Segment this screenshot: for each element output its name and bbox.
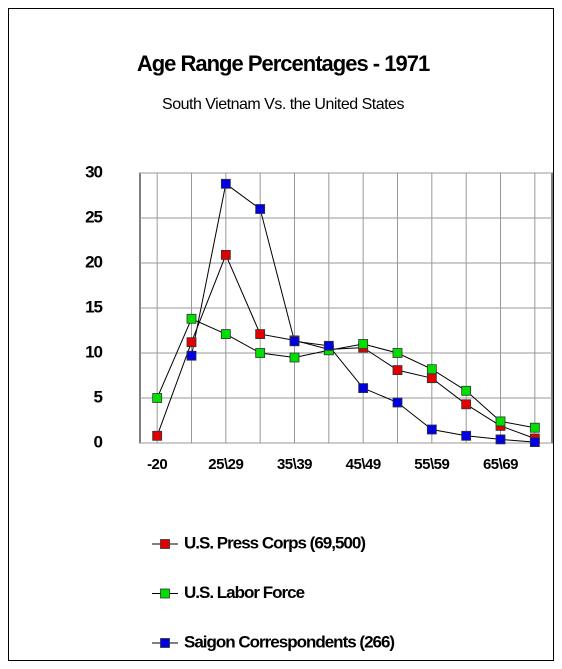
- data-point: [152, 393, 163, 403]
- data-point: [392, 365, 403, 376]
- y-tick-label: 15: [85, 297, 102, 316]
- data-point: [323, 340, 334, 351]
- data-point: [289, 336, 300, 347]
- data-point: [426, 424, 437, 435]
- y-tick-label: 0: [94, 432, 103, 451]
- y-tick-label: 25: [85, 207, 102, 226]
- data-point: [255, 204, 266, 214]
- chart-subtitle: South Vietnam Vs. the United States: [162, 96, 404, 113]
- x-tick-label: 35\39: [277, 456, 312, 473]
- y-tick-label: 5: [94, 387, 103, 406]
- data-point: [186, 337, 197, 348]
- x-tick-label: 65\69: [483, 456, 518, 473]
- legend-label: U.S. Labor Force: [184, 583, 305, 602]
- data-point: [529, 422, 540, 433]
- legend-label: U.S. Press Corps (69,500): [184, 533, 365, 552]
- legend-label: Saigon Correspondents (266): [184, 632, 394, 651]
- data-point: [461, 430, 472, 441]
- data-point: [255, 348, 266, 358]
- series-line: [156, 253, 536, 439]
- y-tick-label: 10: [85, 342, 102, 361]
- legend-marker: [160, 539, 170, 549]
- data-point: [392, 397, 403, 408]
- data-point: [186, 350, 197, 361]
- x-tick-label: -20: [147, 456, 167, 473]
- legend-marker: [160, 638, 170, 648]
- data-point: [495, 434, 506, 445]
- data-point: [220, 329, 231, 340]
- data-point: [495, 416, 506, 427]
- data-point: [426, 373, 437, 384]
- chart-title: Age Range Percentages - 1971: [137, 51, 430, 76]
- data-point: [289, 352, 300, 363]
- y-tick-label: 30: [85, 162, 102, 181]
- x-tick-label: 25\29: [208, 456, 243, 473]
- legend-marker: [160, 588, 170, 599]
- data-point: [220, 249, 231, 260]
- data-point: [358, 383, 369, 394]
- data-point: [426, 364, 437, 375]
- y-tick-label: 20: [85, 252, 102, 271]
- data-point: [392, 348, 403, 358]
- x-tick-label: 55\59: [414, 456, 449, 473]
- data-point: [358, 339, 369, 349]
- data-point: [220, 178, 231, 189]
- data-point: [152, 430, 163, 441]
- data-point: [186, 313, 197, 324]
- x-tick-label: 45\49: [346, 456, 381, 473]
- data-point: [461, 399, 472, 410]
- data-point: [255, 329, 266, 340]
- data-point: [461, 385, 472, 396]
- data-point: [529, 437, 540, 448]
- series-line: [156, 318, 535, 429]
